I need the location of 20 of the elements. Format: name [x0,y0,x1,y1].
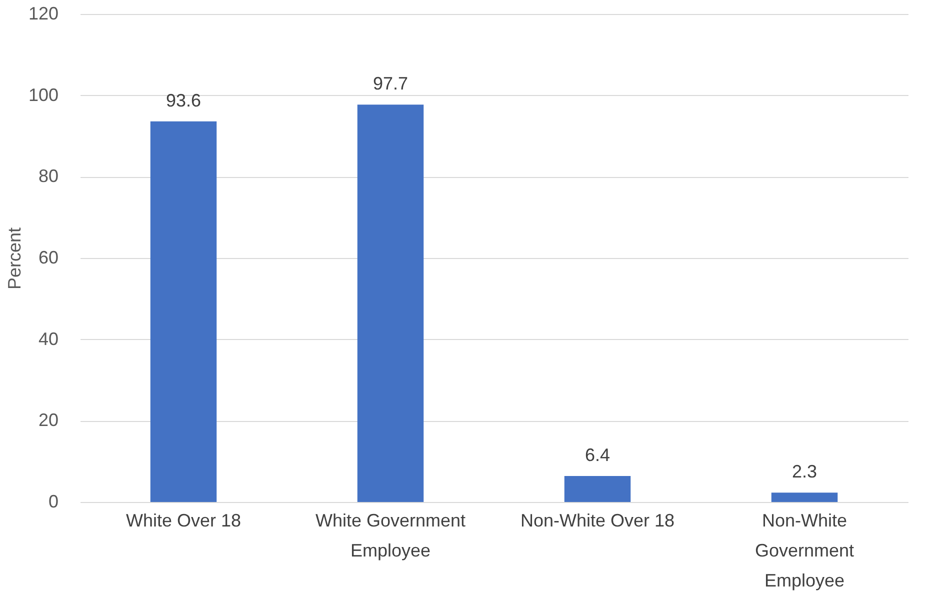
y-tick-label: 0 [48,492,58,512]
x-tick-label: White Over 18 [126,510,242,530]
data-label: 2.3 [792,462,818,482]
y-tick-label: 40 [38,328,58,349]
y-tick-label: 80 [38,166,58,186]
bar [564,476,631,502]
bar [771,492,838,502]
data-label: 93.6 [166,90,202,110]
y-tick-label: 120 [28,4,58,24]
x-tick-label: White Government Employee [315,510,466,560]
bar [357,104,424,502]
x-tick-label: Non-White Over 18 [520,510,675,530]
y-axis-title: Percent [4,227,24,290]
data-label: 6.4 [584,444,610,465]
y-tick-label: 60 [38,248,58,268]
x-tick-label: Non-White Government Employee [754,510,854,590]
data-label: 97.7 [372,74,408,94]
y-tick-label: 20 [38,410,58,430]
bar [150,121,217,502]
y-tick-label: 100 [28,84,58,105]
